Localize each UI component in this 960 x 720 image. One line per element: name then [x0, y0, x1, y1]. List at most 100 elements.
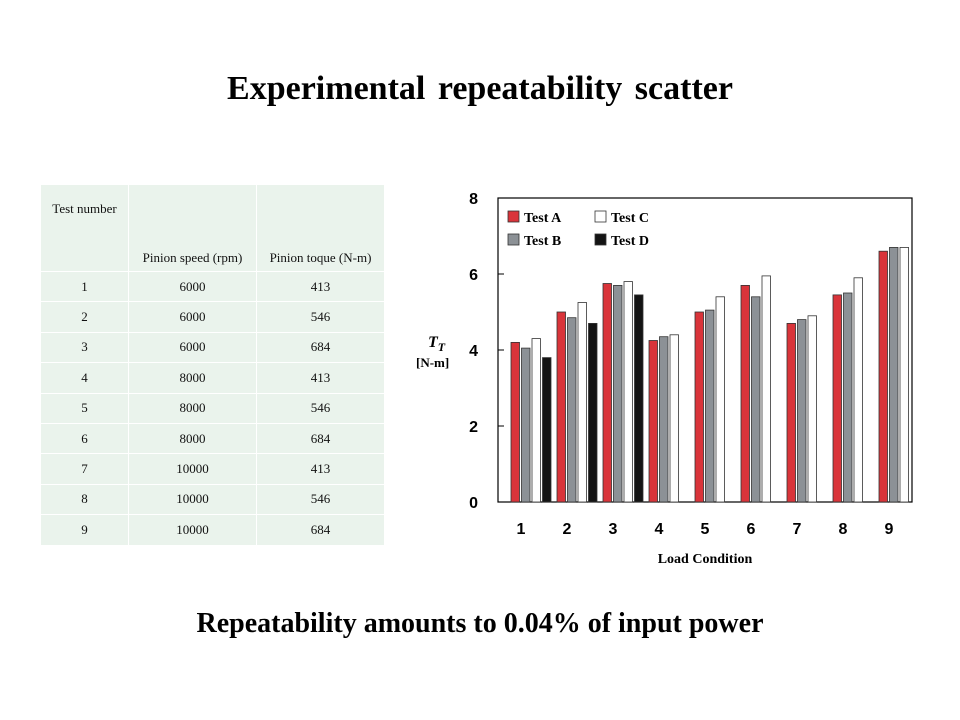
y-tick-label: 6	[469, 267, 478, 284]
table-row: 3 6000 684	[40, 331, 385, 364]
bar-test-a-cond-6	[740, 285, 750, 503]
table-row: 9 10000 684	[40, 514, 385, 546]
bar-test-a-cond-1	[510, 341, 520, 503]
cell-pinion-speed: 6000	[128, 301, 257, 333]
x-tick-label: 4	[655, 521, 664, 538]
y-tick-label: 8	[469, 191, 478, 208]
cell-pinion-speed: 10000	[128, 453, 257, 485]
legend-swatch	[507, 233, 520, 246]
cell-pinion-speed: 10000	[128, 514, 257, 546]
cell-pinion-speed: 10000	[128, 483, 257, 516]
cell-test-number: 4	[40, 362, 129, 394]
bar-test-a-cond-7	[786, 322, 796, 503]
legend-label: Test B	[524, 234, 561, 249]
test-matrix-table: Test number Pinion speed (rpm) Pinion to…	[40, 184, 385, 546]
y-axis-label-symbol: T	[428, 334, 439, 351]
x-tick-label: 3	[609, 521, 618, 538]
bar-test-a-cond-4	[648, 340, 658, 503]
y-tick-label: 4	[469, 343, 478, 360]
table-row: 4 8000 413	[40, 362, 385, 394]
cell-pinion-speed: 6000	[128, 270, 257, 303]
cell-test-number: 7	[40, 453, 129, 485]
cell-pinion-torque: 546	[256, 392, 385, 424]
bar-test-b-cond-4	[659, 336, 669, 503]
cell-test-number: 3	[40, 331, 129, 364]
legend-swatch	[594, 210, 607, 223]
cell-test-number: 2	[40, 301, 129, 333]
bar-test-c-cond-8	[853, 277, 863, 503]
bar-test-c-cond-5	[715, 296, 725, 503]
cell-pinion-torque: 413	[256, 362, 385, 394]
test-matrix-table-container: Test number Pinion speed (rpm) Pinion to…	[40, 184, 385, 546]
y-axis-label: TT	[428, 334, 446, 354]
bar-test-b-cond-9	[889, 247, 899, 503]
bar-test-c-cond-4	[669, 334, 679, 503]
bar-test-d-cond-3	[634, 294, 644, 503]
bar-test-b-cond-6	[751, 296, 761, 503]
table-row: 1 6000 413	[40, 270, 385, 303]
header-pinion-torque: Pinion toque (N-m)	[256, 184, 385, 272]
x-tick-label: 2	[563, 521, 572, 538]
header-test-number: Test number	[40, 184, 129, 272]
bar-test-a-cond-2	[556, 311, 566, 503]
cell-pinion-speed: 8000	[128, 392, 257, 424]
cell-pinion-torque: 413	[256, 270, 385, 303]
cell-pinion-torque: 684	[256, 422, 385, 455]
x-tick-label: 7	[793, 521, 802, 538]
legend-label: Test D	[611, 234, 649, 249]
cell-test-number: 5	[40, 392, 129, 424]
y-axis-label-subscript: T	[438, 340, 446, 354]
bar-test-b-cond-3	[613, 285, 623, 503]
cell-pinion-torque: 546	[256, 483, 385, 516]
bar-test-a-cond-3	[602, 283, 612, 503]
cell-pinion-torque: 546	[256, 301, 385, 333]
bar-test-c-cond-7	[807, 315, 817, 503]
cell-test-number: 9	[40, 514, 129, 546]
bar-test-a-cond-8	[832, 294, 842, 503]
bar-test-d-cond-1	[542, 357, 552, 503]
cell-pinion-torque: 684	[256, 331, 385, 364]
slide-title: Experimental repeatability scatter	[227, 70, 733, 107]
bar-test-b-cond-7	[797, 319, 807, 503]
bar-test-b-cond-5	[705, 309, 715, 503]
chart-legend: Test A Test C Test B Test D	[507, 210, 649, 249]
legend-label: Test C	[611, 211, 649, 226]
cell-test-number: 8	[40, 483, 129, 516]
x-tick-label: 6	[747, 521, 756, 538]
legend-label: Test A	[524, 211, 562, 226]
bar-test-c-cond-6	[761, 275, 771, 503]
table-row: 6 8000 684	[40, 422, 385, 455]
chart-container: 0 2 4 6 8 TT [N-m] 1 2 3 4 5 6 7 8 9 Load Condition Test…	[410, 180, 930, 580]
cell-pinion-speed: 8000	[128, 422, 257, 455]
bar-test-c-cond-2	[577, 302, 587, 503]
y-axis-unit: [N-m]	[416, 355, 449, 370]
table-row: 2 6000 546	[40, 301, 385, 333]
bar-test-a-cond-9	[878, 250, 888, 503]
table-row: 5 8000 546	[40, 392, 385, 424]
cell-pinion-torque: 684	[256, 514, 385, 546]
bar-test-a-cond-5	[694, 311, 704, 503]
header-pinion-speed: Pinion speed (rpm)	[128, 184, 257, 272]
bar-test-d-cond-2	[588, 322, 598, 503]
y-tick-label: 2	[469, 419, 478, 436]
bar-test-b-cond-1	[521, 347, 531, 503]
cell-test-number: 6	[40, 422, 129, 455]
legend-swatch	[594, 233, 607, 246]
cell-test-number: 1	[40, 270, 129, 303]
x-tick-label: 5	[701, 521, 710, 538]
slide-footer-note: Repeatability amounts to 0.04% of input …	[196, 608, 764, 639]
bar-test-c-cond-9	[899, 247, 909, 503]
bar-test-c-cond-3	[623, 281, 633, 503]
table-header-row: Test number Pinion speed (rpm) Pinion to…	[40, 184, 385, 272]
x-tick-label: 1	[517, 521, 526, 538]
table-row: 7 10000 413	[40, 453, 385, 485]
bar-test-b-cond-8	[843, 292, 853, 503]
cell-pinion-speed: 8000	[128, 362, 257, 394]
cell-pinion-speed: 6000	[128, 331, 257, 364]
bar-test-c-cond-1	[531, 338, 541, 503]
chart-bars	[510, 247, 909, 503]
x-tick-label: 8	[839, 521, 848, 538]
legend-swatch	[507, 210, 520, 223]
